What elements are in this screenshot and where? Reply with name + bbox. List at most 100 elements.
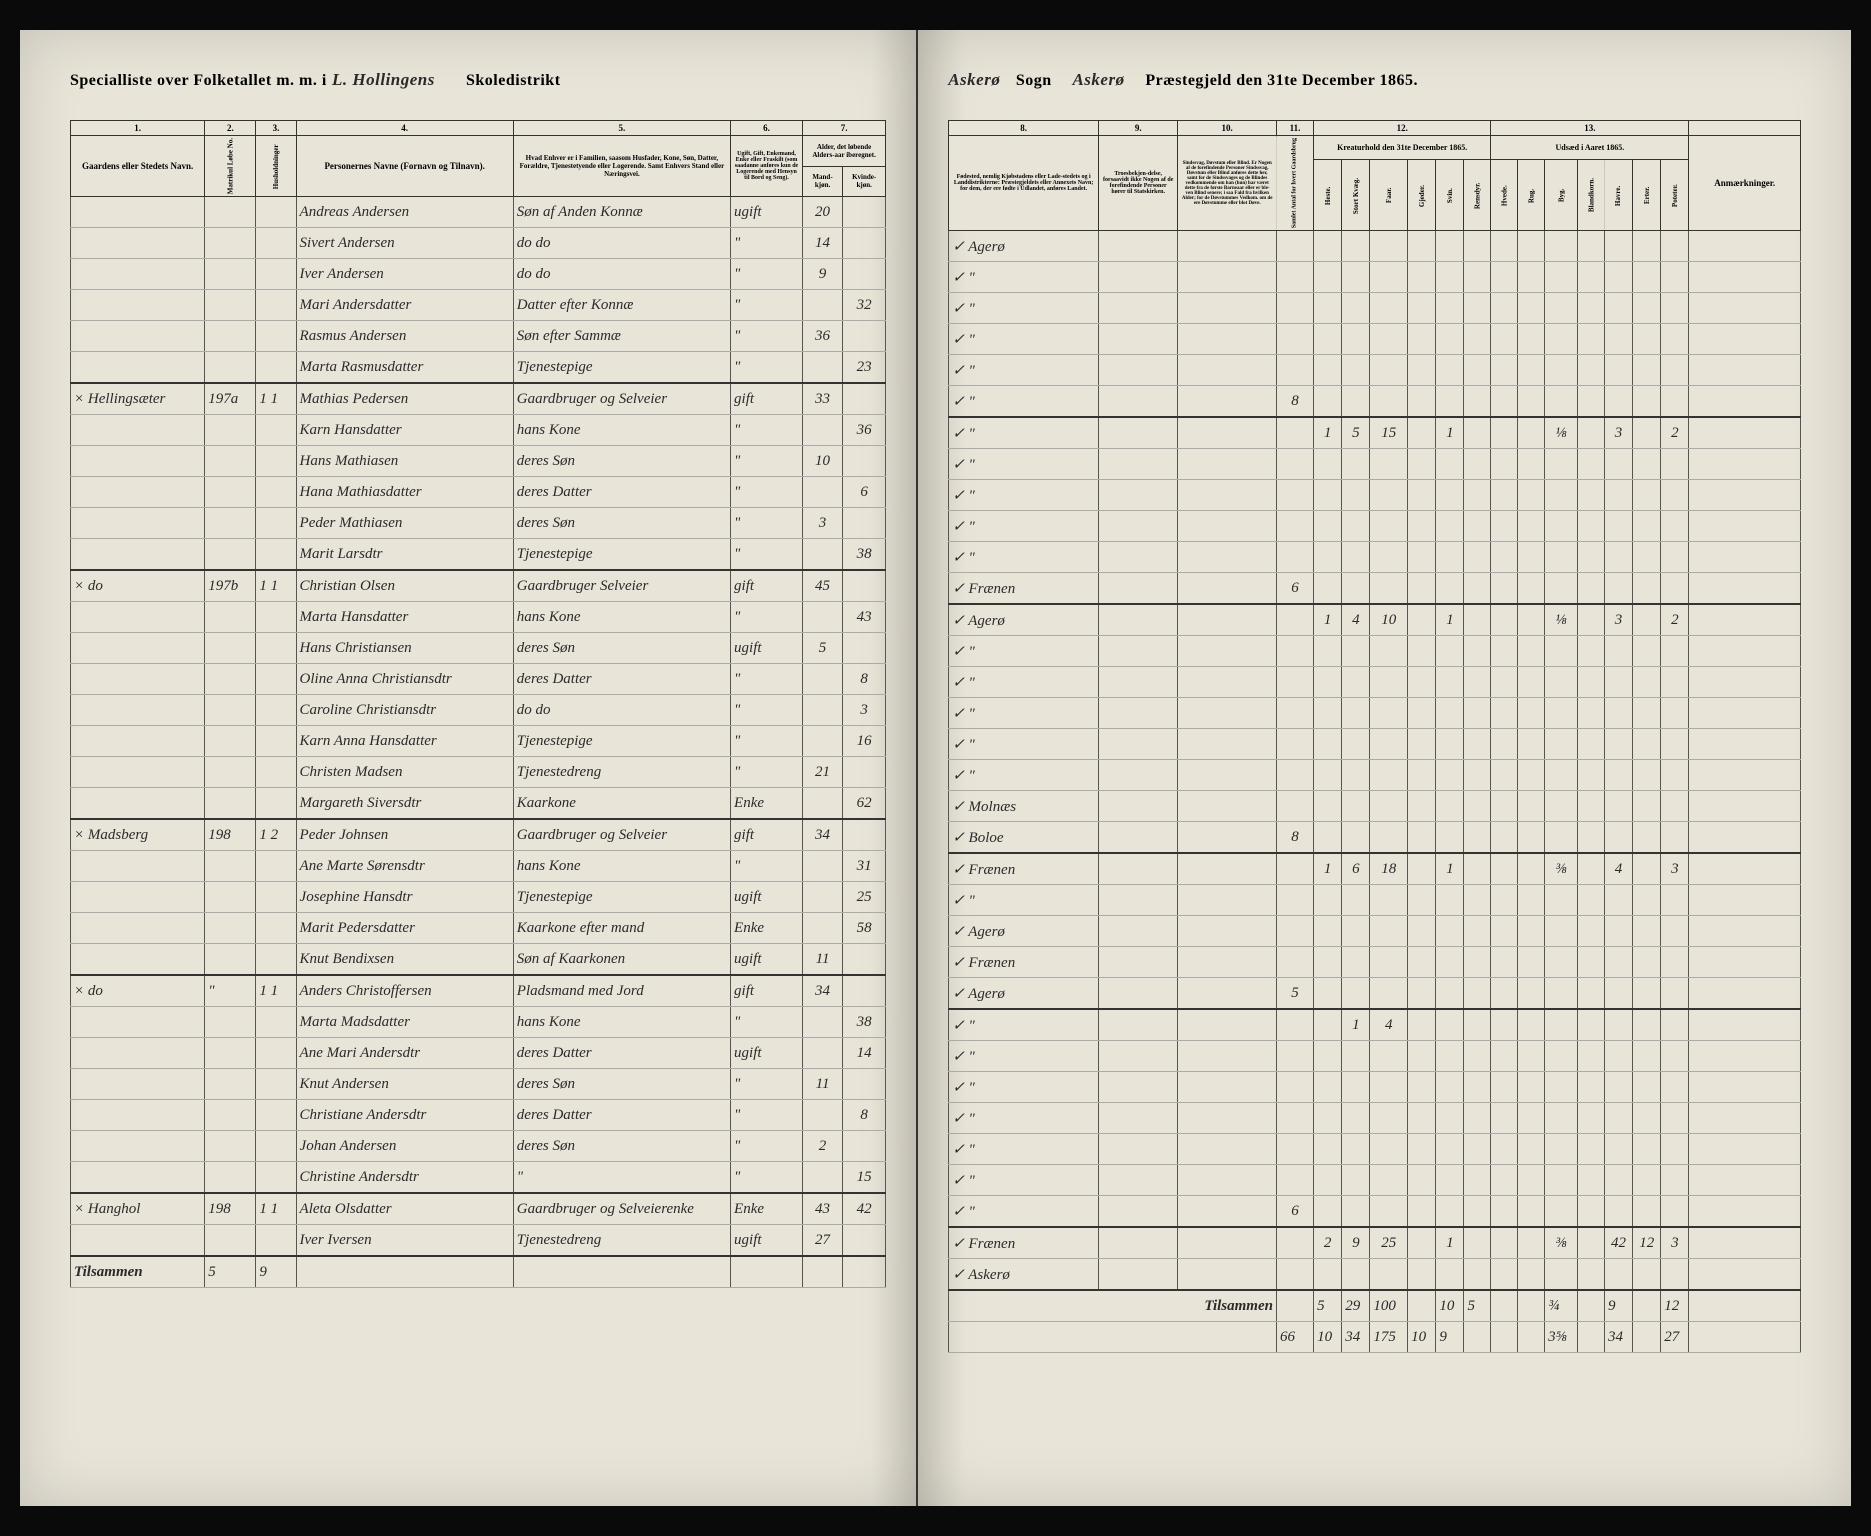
cell-havre bbox=[1604, 542, 1632, 573]
cell-byg bbox=[1545, 667, 1578, 698]
cell-rug bbox=[1518, 885, 1545, 916]
cell-mnr: 197b bbox=[205, 570, 256, 602]
cell-c11: 6 bbox=[1276, 573, 1313, 605]
cell-bland bbox=[1578, 729, 1605, 760]
cell-svin: 1 bbox=[1436, 417, 1464, 449]
sub-po: 12 bbox=[1661, 1290, 1689, 1322]
cell-poteter bbox=[1661, 1196, 1689, 1228]
cell-gjeder bbox=[1408, 604, 1436, 636]
cell-gjeder bbox=[1408, 667, 1436, 698]
table-row: Hans Mathiasenderes Søn"10 bbox=[71, 446, 886, 477]
cell-name: Anders Christoffersen bbox=[296, 975, 513, 1007]
cell-gjeder bbox=[1408, 573, 1436, 605]
cell-faar bbox=[1370, 262, 1408, 293]
cell-svin bbox=[1436, 822, 1464, 854]
cell-birth: ✓ Boloe bbox=[949, 822, 1099, 854]
cell-hvede bbox=[1491, 1009, 1518, 1041]
cell-status: " bbox=[731, 757, 803, 788]
cell-hvede bbox=[1491, 1165, 1518, 1196]
cell-name: Hans Mathiasen bbox=[296, 446, 513, 477]
cell-heste bbox=[1314, 573, 1342, 605]
sub-h: 5 bbox=[1314, 1290, 1342, 1322]
cell-anm bbox=[1689, 1259, 1801, 1291]
hdr-stort: Stort Kvæg. bbox=[1342, 160, 1370, 231]
cell-birth: ✓ " bbox=[949, 355, 1099, 386]
cell-rens bbox=[1464, 1072, 1491, 1103]
colnum-7: 7. bbox=[802, 121, 885, 136]
cell-gjeder bbox=[1408, 542, 1436, 573]
cell-anm bbox=[1689, 853, 1801, 885]
cell-status: " bbox=[731, 228, 803, 259]
hdr-disability: Sindssvag, Døvstum eller Blind. Er Nogen… bbox=[1178, 136, 1277, 231]
table-row: ✓ " bbox=[949, 729, 1801, 760]
table-row: Iver Andersendo do"9 bbox=[71, 259, 886, 290]
cell-svin bbox=[1436, 386, 1464, 418]
cell-erter bbox=[1633, 480, 1661, 511]
cell-gaard bbox=[71, 1007, 205, 1038]
cell-mnr bbox=[205, 446, 256, 477]
cell-bland bbox=[1578, 1041, 1605, 1072]
cell-stort bbox=[1342, 916, 1370, 947]
hdr-svin: Svin. bbox=[1436, 160, 1464, 231]
cell-faar bbox=[1370, 231, 1408, 262]
cell-name: Christine Andersdtr bbox=[296, 1162, 513, 1194]
cell-bland bbox=[1578, 231, 1605, 262]
cell-stort bbox=[1342, 1103, 1370, 1134]
cell-byg bbox=[1545, 791, 1578, 822]
cell-c11 bbox=[1276, 542, 1313, 573]
cell-position: hans Kone bbox=[513, 415, 730, 446]
cell-rug bbox=[1518, 853, 1545, 885]
table-row: Marta Madsdatterhans Kone"38 bbox=[71, 1007, 886, 1038]
cell-rens bbox=[1464, 1165, 1491, 1196]
cell-mnr bbox=[205, 633, 256, 664]
cell-gaard bbox=[71, 851, 205, 882]
cell-gjeder bbox=[1408, 1134, 1436, 1165]
cell-stort bbox=[1342, 449, 1370, 480]
cell-name: Knut Andersen bbox=[296, 1069, 513, 1100]
cell-c11 bbox=[1276, 947, 1313, 978]
cell-religion bbox=[1099, 729, 1178, 760]
cell-byg bbox=[1545, 1009, 1578, 1041]
cell-status: gift bbox=[731, 383, 803, 415]
cell-status: " bbox=[731, 352, 803, 384]
cell-anm bbox=[1689, 1041, 1801, 1072]
cell-c11 bbox=[1276, 1165, 1313, 1196]
cell-age-k bbox=[843, 944, 886, 976]
cell-religion bbox=[1099, 698, 1178, 729]
cell-age-m bbox=[802, 1162, 842, 1194]
cell-name: Marta Hansdatter bbox=[296, 602, 513, 633]
cell-rug bbox=[1518, 417, 1545, 449]
cell-rens bbox=[1464, 1196, 1491, 1228]
cell-name: Karn Hansdatter bbox=[296, 415, 513, 446]
table-row: × Hanghol1981 1Aleta OlsdatterGaardbruge… bbox=[71, 1193, 886, 1225]
cell-position: Kaarkone efter mand bbox=[513, 913, 730, 944]
cell-age-m: 43 bbox=[802, 1193, 842, 1225]
cell-erter bbox=[1633, 1134, 1661, 1165]
cell-gaard bbox=[71, 290, 205, 321]
cell-age-m: 36 bbox=[802, 321, 842, 352]
cell-heste bbox=[1314, 698, 1342, 729]
cell-birth: ✓ Agerø bbox=[949, 231, 1099, 262]
cell-byg: ⅛ bbox=[1545, 417, 1578, 449]
cell-note bbox=[1178, 698, 1277, 729]
cell-rug bbox=[1518, 1134, 1545, 1165]
cell-age-m bbox=[802, 1007, 842, 1038]
cell-erter bbox=[1633, 1103, 1661, 1134]
cell-religion bbox=[1099, 667, 1178, 698]
colnum-8: 8. bbox=[949, 121, 1099, 136]
colnum-4: 4. bbox=[296, 121, 513, 136]
cell-age-m: 3 bbox=[802, 508, 842, 539]
cell-bland bbox=[1578, 449, 1605, 480]
table-row: Marta RasmusdatterTjenestepige"23 bbox=[71, 352, 886, 384]
cell-erter bbox=[1633, 636, 1661, 667]
cell-poteter bbox=[1661, 667, 1689, 698]
table-row: ✓ Molnæs bbox=[949, 791, 1801, 822]
cell-hh bbox=[256, 695, 296, 726]
cell-anm bbox=[1689, 791, 1801, 822]
cell-svin bbox=[1436, 1072, 1464, 1103]
cell-rug bbox=[1518, 480, 1545, 511]
cell-poteter bbox=[1661, 916, 1689, 947]
cell-bland bbox=[1578, 698, 1605, 729]
cell-position: Gaardbruger Selveier bbox=[513, 570, 730, 602]
cell-faar: 4 bbox=[1370, 1009, 1408, 1041]
